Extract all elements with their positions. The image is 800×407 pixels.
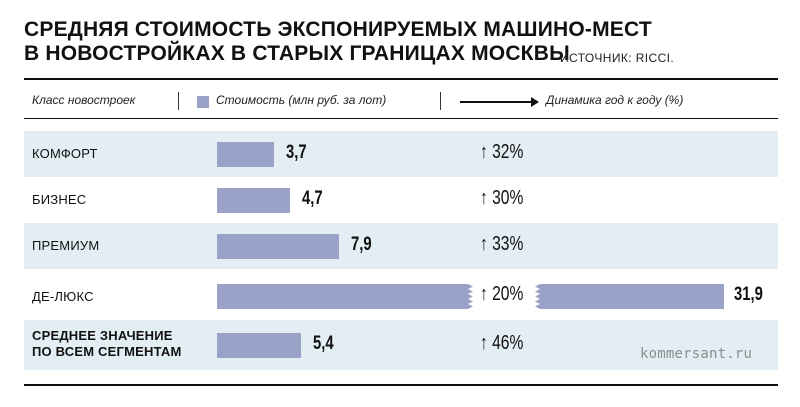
title-line-2: В НОВОСТРОЙКАХ В СТАРЫХ ГРАНИЦАХ МОСКВЫ <box>24 42 570 65</box>
header-separator-1 <box>178 92 179 110</box>
dynamics-label: ↑ 20% <box>480 283 524 305</box>
legend-swatch <box>197 96 209 108</box>
category-label: КОМФОРТ <box>32 146 98 161</box>
arrow-line <box>460 101 532 103</box>
bar <box>217 141 275 167</box>
category-label: ДЕ-ЛЮКС <box>32 288 94 304</box>
category-label: БИЗНЕС <box>32 192 87 207</box>
bar <box>217 187 290 213</box>
dynamics-label: ↑ 46% <box>480 331 524 354</box>
category-label: СРЕДНЕЕ ЗНАЧЕНИЕ ПО ВСЕМ СЕГМЕНТАМ <box>32 328 182 360</box>
bottom-rule <box>24 384 778 386</box>
header-cost: Стоимость (млн руб. за лот) <box>216 93 387 107</box>
title-line-1: СРЕДНЯЯ СТОИМОСТЬ ЭКСПОНИРУЕМЫХ МАШИНО-М… <box>24 18 652 41</box>
arrow-head-icon <box>531 97 539 107</box>
category-label-line: СРЕДНЕЕ ЗНАЧЕНИЕ <box>32 328 173 343</box>
value-label: 4,7 <box>301 187 323 209</box>
dynamics-label: ↑ 30% <box>480 186 524 209</box>
value-label: 31,9 <box>734 284 763 305</box>
header-class: Класс новостроек <box>32 93 136 107</box>
value-label: 3,7 <box>286 141 307 163</box>
bar <box>217 332 301 358</box>
dynamics-label: ↑ 33% <box>480 232 524 255</box>
bar-segment-right <box>535 284 724 309</box>
header-separator-2 <box>440 92 441 110</box>
header-rule <box>24 118 778 119</box>
top-rule <box>24 78 778 80</box>
watermark: kommersant.ru <box>640 346 753 362</box>
dynamics-label: ↑ 32% <box>480 140 524 163</box>
category-label: ПРЕМИУМ <box>32 238 100 253</box>
table-row <box>24 320 778 370</box>
value-label: 7,9 <box>351 233 373 255</box>
bar-segment-left <box>217 284 473 309</box>
source-note: ИСТОЧНИК: RICCI. <box>560 51 675 65</box>
category-label-line: ПО ВСЕМ СЕГМЕНТАМ <box>32 344 182 359</box>
header-dynamics: Динамика год к году (%) <box>546 93 684 107</box>
table-row <box>24 131 778 177</box>
value-label: 5,4 <box>312 332 334 354</box>
bar <box>217 233 340 259</box>
table-row <box>24 223 778 269</box>
title: СРЕДНЯЯ СТОИМОСТЬ ЭКСПОНИРУЕМЫХ МАШИНО-М… <box>24 18 784 66</box>
